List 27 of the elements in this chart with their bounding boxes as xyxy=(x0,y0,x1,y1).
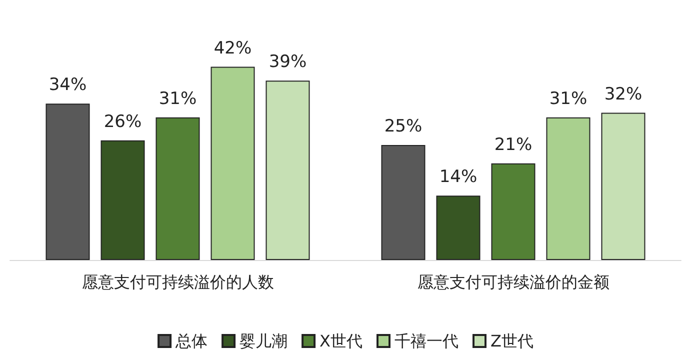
data-label: 39% xyxy=(268,52,307,72)
data-label: 32% xyxy=(604,84,642,104)
legend-label: 千禧一代 xyxy=(394,332,458,350)
data-label: 34% xyxy=(48,75,87,96)
legend-label: X世代 xyxy=(320,332,363,350)
legend-label: 婴儿潮 xyxy=(240,332,288,350)
legend-label: 总体 xyxy=(174,332,208,350)
bar xyxy=(210,66,255,260)
data-label: 14% xyxy=(439,167,478,188)
data-label: 42% xyxy=(214,38,252,58)
bar xyxy=(491,163,536,260)
bar xyxy=(156,117,200,260)
bar xyxy=(46,104,90,260)
bar xyxy=(100,140,145,260)
data-label: 26% xyxy=(104,112,142,132)
bar xyxy=(381,145,426,260)
x-tick-label: 愿意支付可持续溢价的金额 xyxy=(417,272,610,292)
data-label: 25% xyxy=(384,116,422,136)
legend-label: Z世代 xyxy=(490,332,534,350)
bar xyxy=(546,117,590,260)
x-tick-label: 愿意支付可持续溢价的人数 xyxy=(82,272,274,292)
data-label: 31% xyxy=(158,88,197,109)
bar xyxy=(601,112,646,260)
data-label: 31% xyxy=(549,88,588,109)
data-label: 21% xyxy=(494,134,532,155)
bar xyxy=(436,196,480,260)
bar xyxy=(266,80,310,260)
